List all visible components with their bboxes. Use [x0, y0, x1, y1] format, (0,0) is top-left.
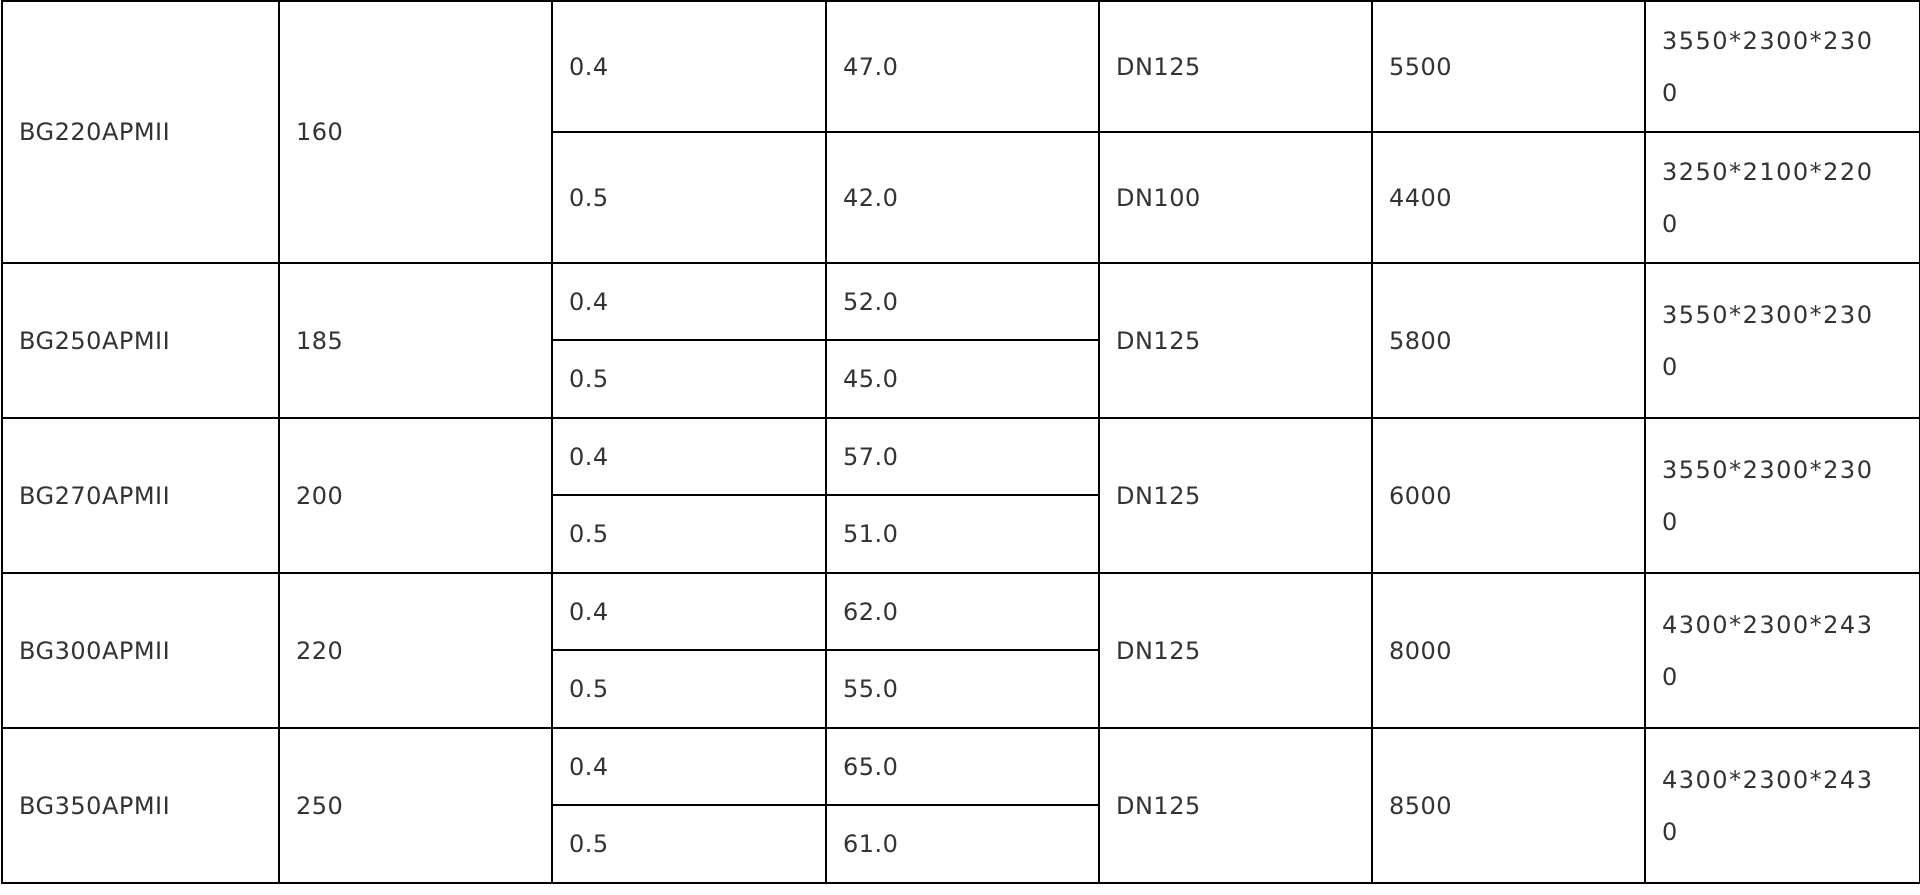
pressure-cell: 0.4 [551, 262, 827, 341]
model-cell: BG270APMII [1, 417, 280, 574]
dimensions-cell: 3550*2300*2300 [1644, 262, 1920, 419]
dimensions-cell: 3550*2300*2300 [1644, 417, 1920, 574]
table-row: 0.5 61.0 [2, 804, 1920, 884]
power-cell: 250 [278, 727, 553, 884]
table-row: 0.5 42.0 DN100 4400 3250*2100*2200 [2, 131, 1920, 264]
table-row: BG250APMII 185 0.4 52.0 DN125 5800 3550*2300*2… [1, 262, 1920, 419]
flow-cell: 65.0 [825, 727, 1100, 806]
flow-cell: 47.0 [825, 0, 1100, 133]
table-row: 0.5 55.0 [2, 649, 1920, 729]
table-row: 0.5 45.0 [2, 339, 1920, 419]
flow-cell: 57.0 [825, 417, 1100, 496]
weight-cell: 8000 [1371, 572, 1646, 729]
pipe-cell: DN125 [1098, 262, 1373, 419]
dimensions-cell: 4300*2300*2430 [1644, 727, 1920, 884]
flow-cell: 45.0 [825, 339, 1100, 419]
weight-cell: 5500 [1371, 0, 1646, 133]
table-row: BG350APMII 250 0.4 65.0 DN125 8500 4300*2300*2… [1, 727, 1920, 884]
power-cell: 220 [278, 572, 553, 729]
weight-cell: 8500 [1371, 727, 1646, 884]
weight-cell: 5800 [1371, 262, 1646, 419]
model-cell: BG350APMII [1, 727, 280, 884]
power-cell: 185 [278, 262, 553, 419]
pressure-cell: 0.4 [551, 572, 827, 651]
table-row: BG300APMII 220 0.4 62.0 DN125 8000 4300*2300*2… [1, 572, 1920, 729]
pressure-cell: 0.5 [551, 649, 827, 729]
flow-cell: 52.0 [825, 262, 1100, 341]
model-cell: BG300APMII [1, 572, 280, 729]
table-row: BG270APMII 200 0.4 57.0 DN125 6000 3550*2300*2… [1, 417, 1920, 574]
pipe-cell: DN125 [1098, 572, 1373, 729]
pressure-cell: 0.4 [551, 0, 827, 133]
pressure-cell: 0.5 [551, 804, 827, 884]
model-cell: BG220APMII [1, 0, 280, 264]
pressure-cell: 0.4 [551, 727, 827, 806]
model-cell: BG250APMII [1, 262, 280, 419]
pipe-cell: DN125 [1098, 0, 1373, 133]
flow-cell: 62.0 [825, 572, 1100, 651]
pressure-cell: 0.5 [551, 494, 827, 574]
weight-cell: 4400 [1371, 131, 1646, 264]
pressure-cell: 0.4 [551, 417, 827, 496]
table-row: 0.5 51.0 [2, 494, 1920, 574]
flow-cell: 42.0 [825, 131, 1100, 264]
pressure-cell: 0.5 [551, 131, 827, 264]
power-cell: 200 [278, 417, 553, 574]
table-row: BG220APMII 160 0.4 47.0 DN125 5500 3550*2300*2… [1, 0, 1920, 264]
flow-cell: 61.0 [825, 804, 1100, 884]
pipe-cell: DN100 [1098, 131, 1373, 264]
pipe-cell: DN125 [1098, 417, 1373, 574]
dimensions-cell: 3550*2300*2300 [1644, 0, 1920, 133]
flow-cell: 55.0 [825, 649, 1100, 729]
pipe-cell: DN125 [1098, 727, 1373, 884]
weight-cell: 6000 [1371, 417, 1646, 574]
power-cell: 160 [278, 0, 553, 264]
dimensions-cell: 4300*2300*2430 [1644, 572, 1920, 729]
flow-cell: 51.0 [825, 494, 1100, 574]
dimensions-cell: 3250*2100*2200 [1644, 131, 1920, 264]
pressure-cell: 0.5 [551, 339, 827, 419]
